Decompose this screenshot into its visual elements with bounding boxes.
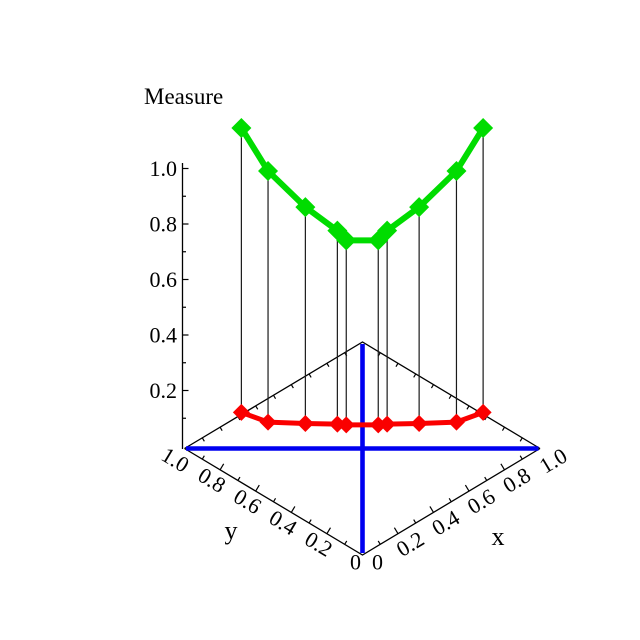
y-tick-label: 0.6 — [229, 483, 265, 519]
upper-series-line — [238, 126, 486, 244]
lower-series-marker — [410, 415, 428, 433]
y-tick-label: 0 — [350, 550, 361, 575]
upper-right-edge-tick — [519, 437, 523, 442]
upper-series-marker — [231, 117, 252, 138]
lower-series-marker — [378, 415, 396, 433]
y-edge-tick — [237, 476, 241, 481]
x-axis-label: x — [492, 522, 505, 551]
y-axis-label: y — [225, 516, 238, 545]
upper-left-edge-tick — [272, 394, 277, 399]
upper-left-edge-tick — [308, 373, 312, 378]
x-edge-tick — [429, 506, 435, 513]
lower-series-line — [240, 410, 484, 428]
z-tick-label: 0.4 — [150, 323, 178, 348]
upper-left-edge-tick — [219, 426, 223, 431]
upper-series-marker — [258, 161, 279, 181]
x-tick-label: 0.6 — [463, 483, 499, 519]
y-edge-tick — [308, 519, 312, 524]
y-edge-tick — [201, 455, 205, 460]
upper-left-edge-tick — [326, 362, 330, 368]
upper-right-edge-tick — [466, 405, 470, 410]
y-tick-label: 0.8 — [194, 462, 230, 498]
x-edge-tick — [519, 455, 523, 460]
x-tick-label: 0.2 — [392, 526, 428, 562]
x-edge-tick — [484, 476, 488, 481]
upper-right-edge-tick — [501, 426, 506, 431]
upper-series-marker — [446, 161, 467, 181]
y-edge-tick — [290, 506, 296, 513]
z-tick-label: 0.2 — [150, 378, 178, 403]
x-edge-tick — [393, 527, 399, 535]
lower-series-marker — [296, 415, 314, 433]
base-frame-lower-edges — [184, 447, 541, 556]
y-edge-tick — [255, 484, 260, 492]
lower-series-marker — [337, 416, 355, 434]
x-edge-tick — [464, 484, 470, 492]
y-edge-tick — [326, 527, 332, 535]
x-edge-tick — [448, 498, 452, 503]
z-tick-label: 1.0 — [150, 156, 178, 181]
lower-series-marker — [232, 403, 250, 421]
y-tick-label: 0.2 — [301, 526, 337, 562]
upper-left-edge-tick — [255, 405, 259, 410]
y-edge-tick — [272, 498, 277, 503]
upper-series-marker — [336, 230, 357, 251]
upper-right-edge-tick — [430, 384, 435, 389]
upper-series-marker — [377, 220, 398, 241]
x-tick-label: 1.0 — [535, 443, 571, 479]
upper-series-marker — [409, 197, 430, 218]
x-tick-label: 0 — [372, 550, 383, 575]
upper-series-marker — [473, 117, 494, 138]
y-edge-tick — [344, 540, 348, 545]
x-edge-tick — [500, 463, 506, 471]
z-tick-label: 0.8 — [150, 212, 178, 237]
z-tick-label: 0.6 — [150, 267, 178, 292]
x-tick-label: 0.8 — [498, 462, 534, 498]
upper-right-edge-tick — [448, 394, 452, 399]
lower-series-marker — [259, 413, 277, 431]
generated-chart-layers: 0.20.40.60.81.000.20.40.60.81.000.20.40.… — [150, 117, 571, 575]
lower-series-marker — [474, 403, 492, 421]
x-edge-tick — [377, 540, 381, 545]
upper-left-edge-tick — [201, 437, 205, 442]
x-edge-tick — [413, 519, 417, 524]
upper-right-edge-tick — [413, 373, 417, 378]
plot-title: Measure — [144, 84, 223, 109]
lower-series-marker — [447, 413, 465, 431]
upper-left-edge-tick — [290, 384, 294, 389]
y-tick-label: 0.4 — [265, 505, 301, 541]
x-tick-label: 0.4 — [427, 505, 463, 541]
y-edge-tick — [219, 463, 225, 471]
upper-right-edge-tick — [395, 362, 399, 368]
upper-series-marker — [295, 197, 316, 218]
